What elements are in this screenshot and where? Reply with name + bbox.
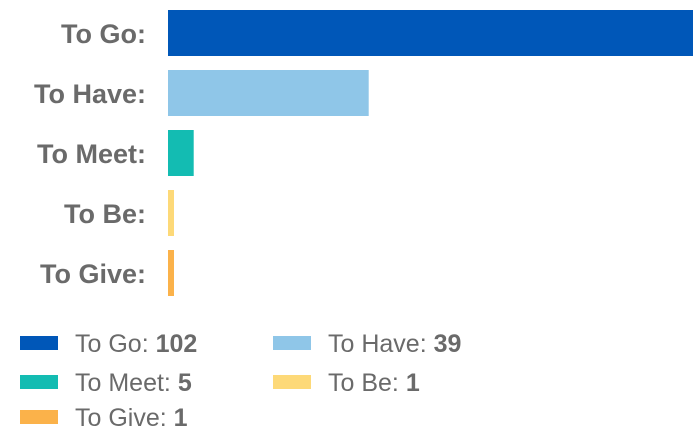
- legend-text-to-go: To Go: 102: [75, 330, 197, 358]
- legend-swatch-to-have: [273, 336, 311, 350]
- bar-to-go: [168, 10, 693, 56]
- legend-swatch-to-be: [273, 375, 311, 389]
- legend-swatch-to-go: [20, 336, 58, 350]
- legend-text-to-give: To Give: 1: [75, 404, 188, 429]
- legend-item-to-give: To Give: 1: [20, 404, 188, 429]
- legend-label-to-go: To Go:: [75, 330, 156, 358]
- bar-to-give: [168, 250, 174, 296]
- legend-value-to-give: 1: [174, 404, 188, 429]
- legend-text-to-be: To Be: 1: [328, 369, 420, 397]
- legend-label-to-have: To Have:: [328, 330, 434, 358]
- legend-item-to-go: To Go: 102: [20, 330, 197, 358]
- legend-label-to-be: To Be:: [328, 369, 406, 397]
- legend-value-to-have: 39: [434, 330, 462, 358]
- legend-label-to-meet: To Meet:: [75, 369, 178, 397]
- category-label-to-meet: To Meet:: [37, 139, 146, 169]
- legend-item-to-have: To Have: 39: [273, 330, 461, 358]
- category-labels: To Go: To Have: To Meet: To Be: To Give:: [34, 19, 146, 289]
- category-label-to-be: To Be:: [64, 199, 146, 229]
- legend-swatch-to-give: [20, 410, 58, 424]
- legend-value-to-be: 1: [406, 369, 420, 397]
- bar-to-be: [168, 190, 174, 236]
- legend-swatch-to-meet: [20, 375, 58, 389]
- bar-to-have: [168, 70, 369, 116]
- bar-to-meet: [168, 130, 194, 176]
- legend-label-to-give: To Give:: [75, 404, 174, 429]
- legend-text-to-meet: To Meet: 5: [75, 369, 192, 397]
- category-label-to-go: To Go:: [61, 19, 146, 49]
- legend-item-to-meet: To Meet: 5: [20, 369, 192, 397]
- legend-item-to-be: To Be: 1: [273, 369, 420, 397]
- bars: [168, 10, 693, 296]
- category-label-to-have: To Have:: [34, 79, 146, 109]
- legend-text-to-have: To Have: 39: [328, 330, 461, 358]
- legend-value-to-go: 102: [156, 330, 198, 358]
- legend-value-to-meet: 5: [178, 369, 192, 397]
- category-label-to-give: To Give:: [40, 259, 146, 289]
